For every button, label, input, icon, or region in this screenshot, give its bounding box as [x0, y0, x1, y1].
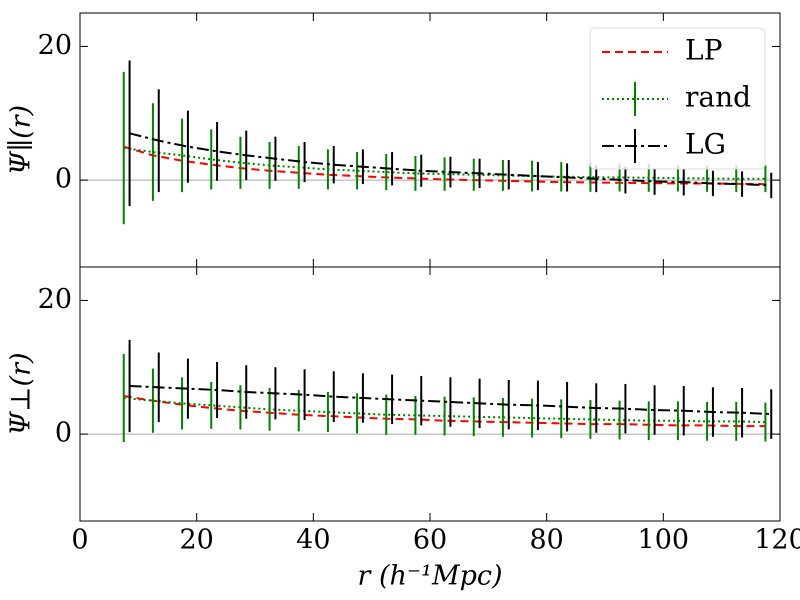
y-axis-label: Ψ⊥(r) — [6, 352, 37, 435]
y-tick-label: 0 — [55, 164, 72, 195]
x-tick-label: 100 — [638, 525, 690, 556]
legend-label: LP — [685, 34, 722, 67]
legend-box — [589, 27, 766, 170]
x-tick-label: 0 — [71, 525, 88, 556]
x-tick-label: 60 — [413, 525, 447, 556]
line — [123, 147, 766, 180]
line — [123, 145, 766, 186]
frame — [79, 266, 781, 522]
line — [129, 384, 772, 416]
y-tick-label: 0 — [55, 418, 72, 449]
y-axis-label: Ψ∥(r) — [6, 105, 37, 175]
legend-label: rand — [685, 81, 751, 114]
x-axis-label: r (h⁻¹Mpc) — [357, 561, 502, 592]
y-tick-label: 20 — [38, 284, 72, 315]
y-tick-label: 20 — [38, 30, 72, 61]
x-tick-label: 20 — [179, 525, 213, 556]
line — [123, 395, 766, 428]
x-tick-label: 120 — [754, 525, 800, 556]
x-tick-label: 80 — [529, 525, 563, 556]
legend-label: LG — [685, 128, 726, 161]
x-tick-label: 40 — [296, 525, 330, 556]
